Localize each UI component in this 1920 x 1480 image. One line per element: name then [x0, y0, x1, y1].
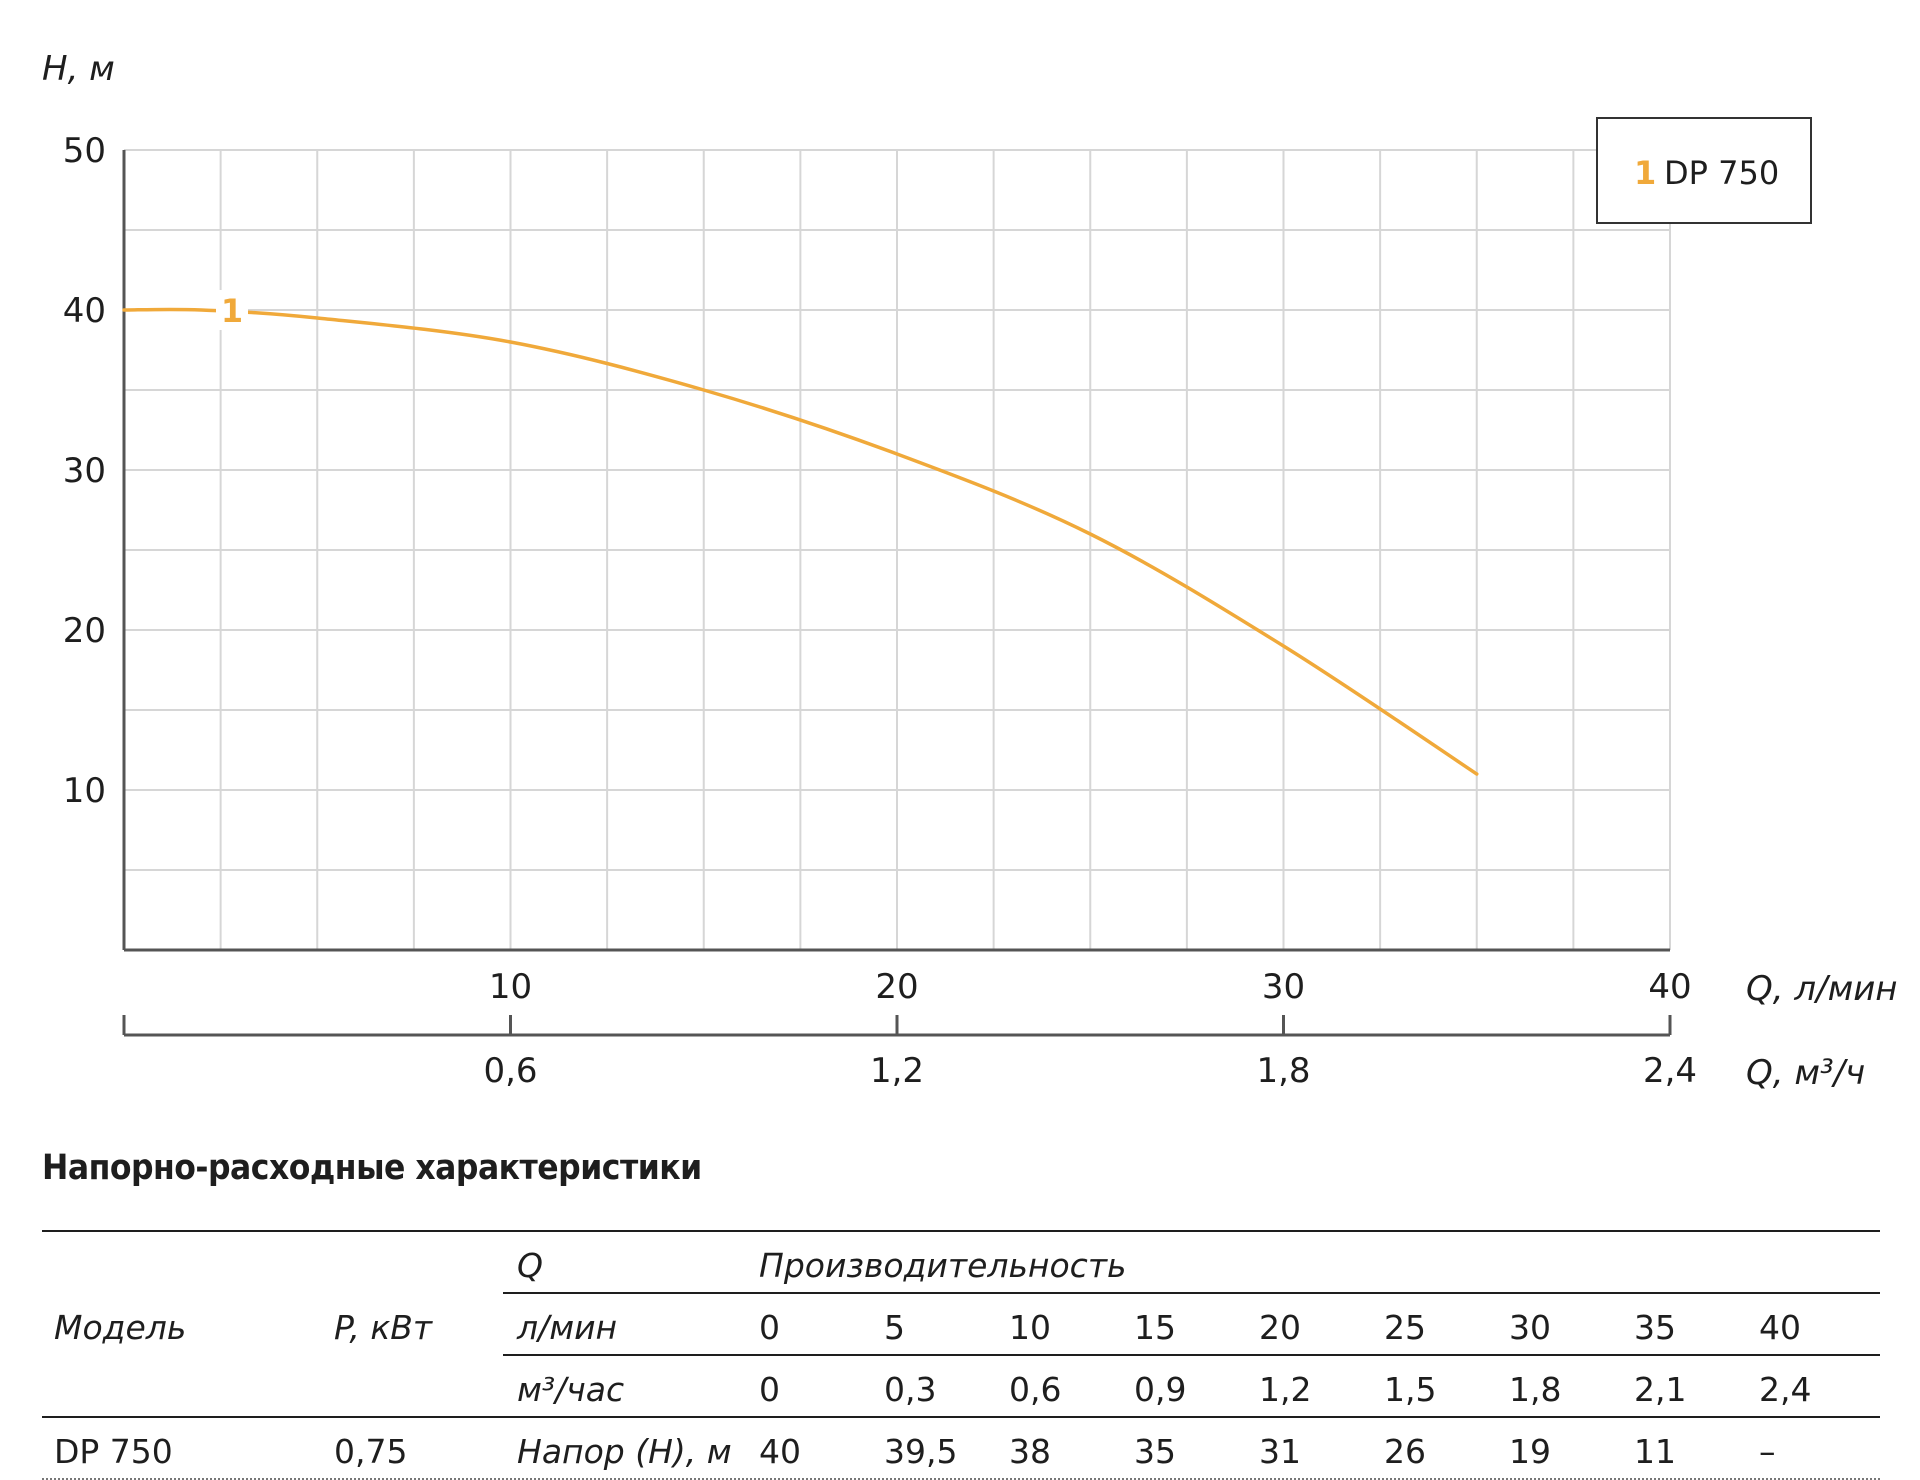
lmin-value-cell: 25 — [1384, 1308, 1426, 1347]
row-param: Напор (H), м — [517, 1432, 732, 1471]
secondary-x-tick-label: 2,4 — [1643, 1051, 1697, 1091]
m3h-value-cell: 1,2 — [1259, 1370, 1312, 1409]
y-tick-labels: 10 20 30 40 50 — [63, 131, 106, 811]
m3h-value-cell: 0 — [759, 1370, 780, 1409]
lmin-value-cell: 0 — [759, 1308, 780, 1347]
curve-label-bg — [216, 290, 248, 330]
y-tick-label: 50 — [63, 131, 106, 171]
m3h-value-cell: 1,8 — [1509, 1370, 1562, 1409]
header-q: Q — [517, 1246, 543, 1285]
y-tick-label: 20 — [63, 611, 106, 651]
header-productivity: Производительность — [759, 1246, 1127, 1285]
x-tick-label: 10 — [489, 967, 532, 1007]
lmin-value-cell: 15 — [1134, 1308, 1176, 1347]
head-value-cell: 19 — [1509, 1432, 1551, 1471]
y-axis-title: H, м — [42, 49, 115, 89]
y-tick-label: 30 — [63, 451, 106, 491]
legend-label: DP 750 — [1664, 154, 1779, 192]
secondary-x-axis-title: Q, м³/ч — [1746, 1053, 1865, 1093]
header-m3h: м³/час — [517, 1370, 625, 1409]
legend-box — [1596, 117, 1812, 224]
head-value-cell: 38 — [1009, 1432, 1051, 1471]
table-header-bottom-rule — [42, 1416, 1880, 1418]
m3h-value-cell: 2,1 — [1634, 1370, 1687, 1409]
row-power: 0,75 — [334, 1432, 408, 1471]
lmin-value-cell: 20 — [1259, 1308, 1301, 1347]
header-model: Модель — [54, 1308, 187, 1347]
lmin-value-cell: 10 — [1009, 1308, 1051, 1347]
header-lmin: л/мин — [517, 1308, 618, 1347]
series-line-dp750 — [122, 307, 1479, 776]
x-tick-label: 20 — [875, 967, 918, 1007]
secondary-x-tick-labels: 0,6 1,2 1,8 2,4 — [122, 1015, 1697, 1091]
head-value-cell: 26 — [1384, 1432, 1426, 1471]
y-tick-label: 10 — [63, 771, 106, 811]
head-value-cell: 11 — [1634, 1432, 1676, 1471]
secondary-x-tick-label: 0,6 — [483, 1051, 537, 1091]
head-value-cell: 40 — [759, 1432, 801, 1471]
m3h-value-cell: 0,9 — [1134, 1370, 1187, 1409]
table-rule-q — [503, 1292, 1880, 1294]
legend: 1 DP 750 — [1596, 117, 1812, 224]
y-tick-label: 40 — [63, 291, 106, 331]
x-axis-title: Q, л/мин — [1746, 969, 1898, 1009]
performance-table: Модель P, кВт Q Производительность л/мин… — [42, 1230, 1880, 1480]
m3h-value-cell: 2,4 — [1759, 1370, 1812, 1409]
chart-grid — [124, 149, 1671, 950]
lmin-value-cell: 5 — [884, 1308, 905, 1347]
table-top-rule — [42, 1230, 1880, 1232]
m3h-value-cell: 1,5 — [1384, 1370, 1437, 1409]
table-title: Напорно-расходные характеристики — [42, 1148, 702, 1188]
lmin-value-cell: 40 — [1759, 1308, 1801, 1347]
x-tick-label: 30 — [1262, 967, 1305, 1007]
head-value-cell: 35 — [1134, 1432, 1176, 1471]
head-value-cell: 31 — [1259, 1432, 1301, 1471]
head-value-cell: – — [1759, 1432, 1776, 1471]
x-tick-label: 40 — [1648, 967, 1691, 1007]
m3h-value-cell: 0,3 — [884, 1370, 937, 1409]
lmin-value-cell: 35 — [1634, 1308, 1676, 1347]
row-model: DP 750 — [54, 1432, 173, 1471]
secondary-x-tick-label: 1,2 — [870, 1051, 924, 1091]
lmin-value-cell: 30 — [1509, 1308, 1551, 1347]
table-rule-lmin — [503, 1354, 1880, 1356]
secondary-x-tick-label: 1,8 — [1256, 1051, 1310, 1091]
header-power: P, кВт — [334, 1308, 433, 1347]
m3h-value-cell: 0,6 — [1009, 1370, 1062, 1409]
x-tick-labels: 10 20 30 40 — [489, 967, 1692, 1007]
curve-label: 1 — [221, 292, 243, 330]
head-value-cell: 39,5 — [884, 1432, 958, 1471]
legend-number: 1 — [1634, 154, 1656, 192]
